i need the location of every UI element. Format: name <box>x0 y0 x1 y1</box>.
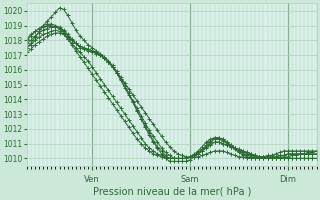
X-axis label: Pression niveau de la mer( hPa ): Pression niveau de la mer( hPa ) <box>92 187 251 197</box>
